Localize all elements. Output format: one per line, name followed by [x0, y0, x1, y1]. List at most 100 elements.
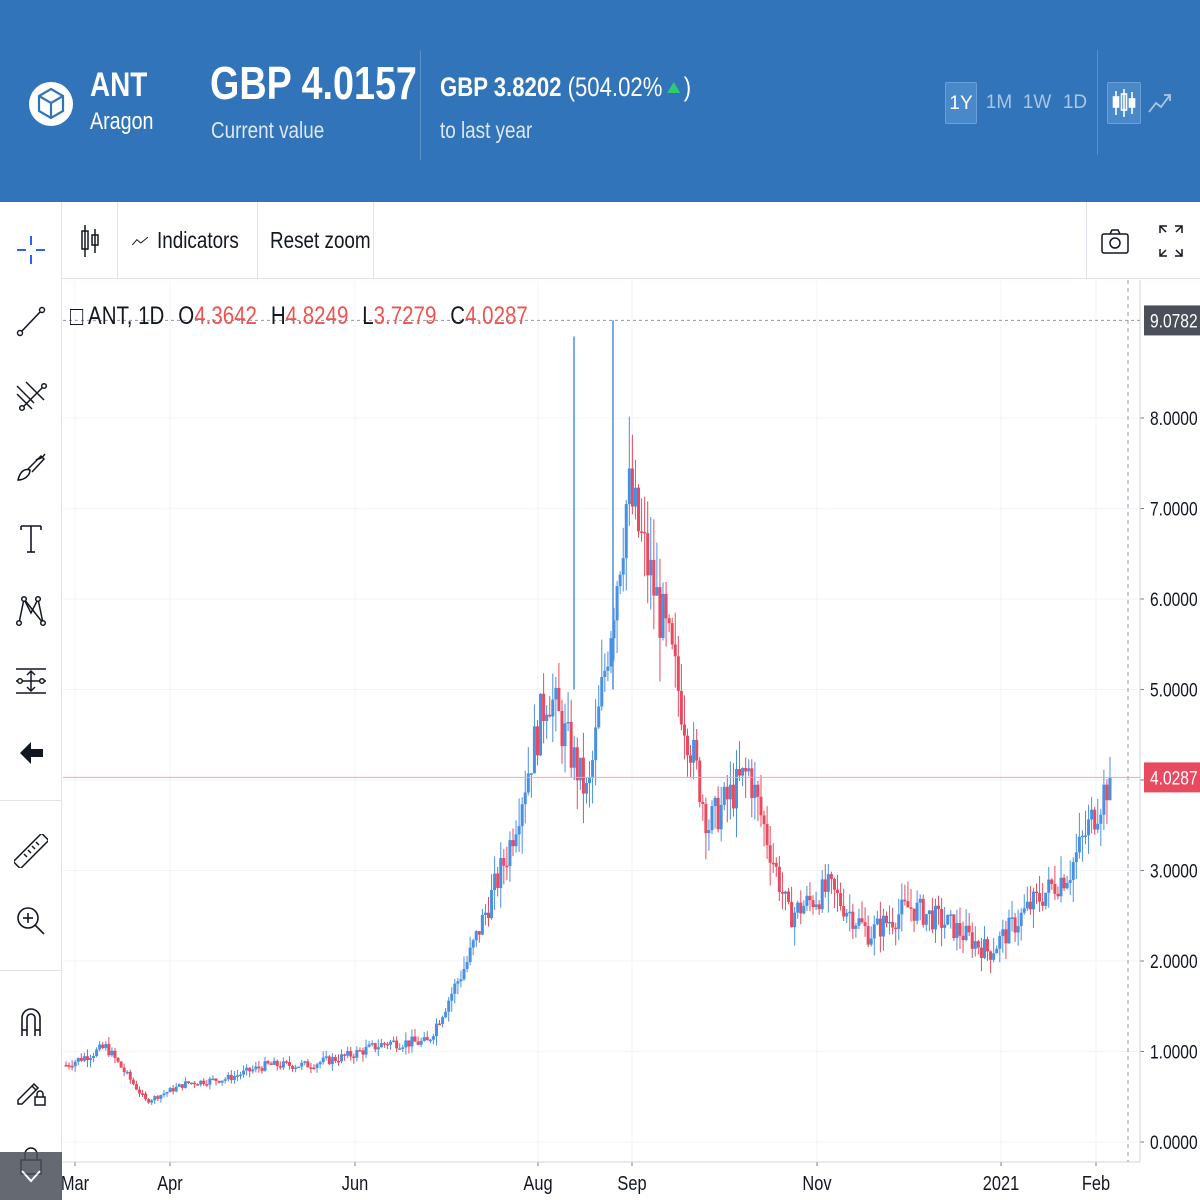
candle-body	[563, 723, 567, 747]
change-absolute: GBP 3.8202	[440, 72, 562, 102]
candle-body	[676, 656, 680, 691]
indicators-icon	[131, 236, 149, 245]
candle-body	[520, 804, 524, 827]
candle-body	[514, 834, 518, 847]
candle-body	[1025, 901, 1029, 909]
candle-body	[165, 1092, 169, 1094]
candle-body	[747, 768, 751, 772]
candle-body	[575, 747, 579, 781]
candle-body	[364, 1046, 368, 1055]
zoom-in-icon[interactable]	[8, 898, 54, 944]
candle-body	[839, 893, 843, 907]
candle-body	[581, 757, 585, 794]
candle-body	[376, 1047, 380, 1050]
candle-body	[851, 911, 855, 929]
toolbar-separator	[0, 970, 62, 971]
candle-body	[352, 1056, 356, 1059]
candle-body	[1096, 823, 1100, 830]
candle-body	[799, 902, 803, 914]
magnet-icon[interactable]	[8, 998, 54, 1044]
chart-style-button[interactable]	[62, 202, 118, 279]
candle-body	[248, 1067, 252, 1072]
candle-body	[646, 533, 650, 576]
candle-body	[535, 726, 539, 756]
candle-body	[897, 914, 901, 929]
candle-body	[1059, 877, 1063, 897]
candle-body	[955, 923, 959, 938]
candle-body	[673, 644, 677, 657]
candle-body	[239, 1074, 243, 1077]
header-divider-2	[1097, 50, 1098, 155]
collapse-toolbar-button[interactable]	[0, 1152, 62, 1200]
candlestick-icon[interactable]	[1107, 82, 1141, 124]
candle-body	[594, 727, 598, 761]
candle-body	[903, 899, 907, 902]
candle-body	[637, 487, 641, 532]
candle-body	[395, 1040, 399, 1049]
pattern-icon[interactable]	[8, 587, 54, 633]
candle-body	[471, 940, 475, 948]
high-price-badge	[1144, 305, 1200, 336]
toolbar-separator	[0, 800, 62, 801]
candle-body	[1077, 836, 1081, 853]
fullscreen-button[interactable]	[1142, 202, 1200, 279]
text-icon[interactable]	[8, 516, 54, 562]
candle-body	[235, 1075, 239, 1077]
fib-retracement-icon[interactable]	[8, 372, 54, 418]
crosshair-icon[interactable]	[8, 227, 54, 273]
candle-body	[416, 1041, 420, 1045]
indicators-button[interactable]: Indicators	[119, 202, 258, 279]
candle-body	[465, 962, 469, 969]
yearly-change: GBP 3.8202 (504.02%)	[440, 72, 691, 103]
candle-body	[532, 726, 536, 774]
candle-body	[245, 1067, 249, 1071]
candle-body	[606, 666, 610, 671]
candle-body	[425, 1037, 429, 1041]
candle-body	[499, 857, 503, 889]
candle-body	[826, 874, 830, 892]
screenshot-button[interactable]	[1086, 202, 1142, 279]
candle-body	[76, 1057, 80, 1062]
lock-drawing-icon[interactable]	[8, 1068, 54, 1114]
candle-body	[324, 1056, 328, 1058]
legend-collapse-icon[interactable]	[70, 309, 84, 325]
candle-body	[180, 1084, 184, 1088]
candle-body	[398, 1048, 402, 1050]
candle-body	[508, 840, 512, 867]
candle-body	[346, 1051, 350, 1056]
candle-body	[95, 1049, 99, 1056]
candle-body	[315, 1064, 319, 1068]
x-tick-label: Feb	[1082, 1171, 1110, 1194]
candle-body	[321, 1057, 325, 1063]
candle-body	[679, 690, 683, 725]
candle-body	[134, 1084, 138, 1090]
reset-zoom-label: Reset zoom	[270, 227, 371, 253]
measure-icon[interactable]	[8, 658, 54, 704]
ruler-icon[interactable]	[8, 828, 54, 874]
brush-icon[interactable]	[8, 444, 54, 490]
reset-zoom-button[interactable]: Reset zoom	[259, 202, 374, 279]
candle-body	[73, 1061, 77, 1067]
y-tick-label: 0.0000	[1150, 1132, 1198, 1154]
candle-body	[832, 878, 836, 890]
period-1d[interactable]: 1D	[1062, 92, 1088, 113]
period-1y[interactable]: 1Y	[945, 82, 977, 124]
candle-body	[70, 1066, 74, 1068]
period-1w[interactable]: 1W	[1022, 92, 1052, 113]
candle-body	[284, 1061, 288, 1063]
back-arrow-icon[interactable]	[8, 730, 54, 776]
candle-body	[116, 1057, 120, 1062]
candle-body	[621, 558, 625, 575]
candle-body	[845, 912, 849, 917]
trend-line-icon[interactable]	[8, 298, 54, 344]
x-tick-label: Mar	[61, 1171, 89, 1194]
candle-body	[701, 802, 705, 804]
candle-body	[734, 769, 738, 809]
aragon-logo	[28, 68, 74, 140]
candle-body	[649, 559, 653, 576]
x-tick-label: Nov	[802, 1171, 832, 1194]
candle-body	[1016, 926, 1020, 933]
period-1m[interactable]: 1M	[985, 92, 1013, 113]
candle-body	[107, 1044, 111, 1056]
line-chart-icon[interactable]	[1143, 82, 1177, 124]
